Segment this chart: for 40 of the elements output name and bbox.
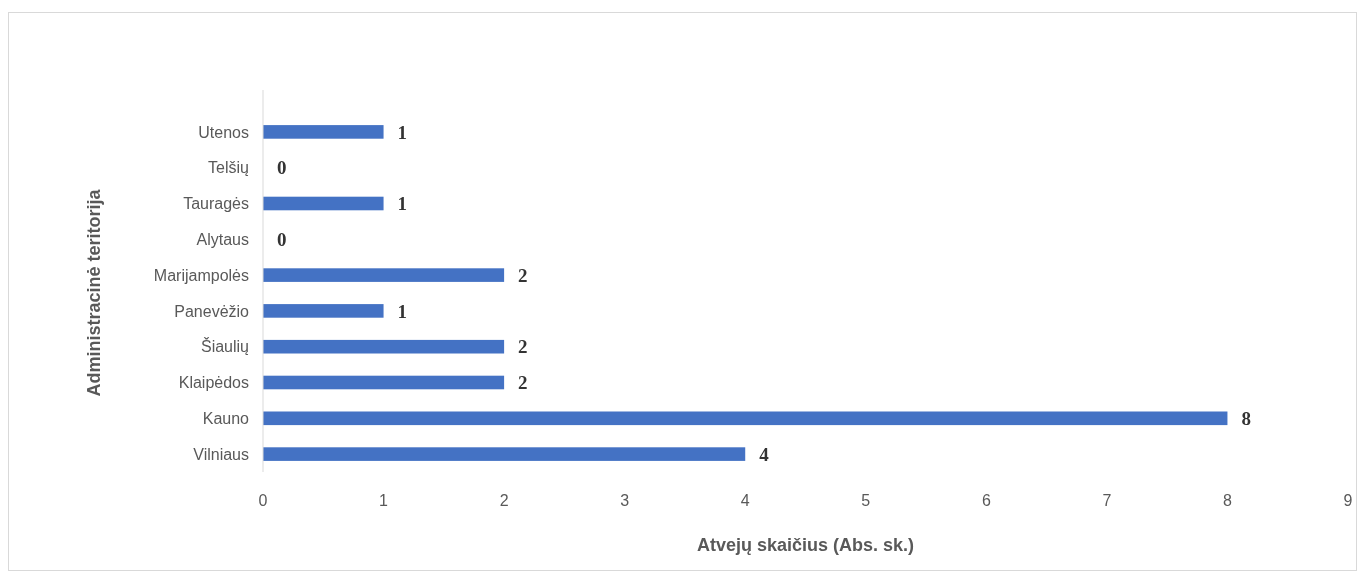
data-label: 1 xyxy=(397,193,408,215)
data-label: 0 xyxy=(277,157,287,179)
x-tick-label: 2 xyxy=(499,492,509,509)
data-label: 1 xyxy=(397,121,408,143)
bar xyxy=(263,447,746,461)
data-label: 2 xyxy=(518,264,528,286)
y-tick-label: Alytaus xyxy=(196,230,249,248)
data-label: 2 xyxy=(518,336,528,358)
bar xyxy=(263,304,384,318)
bar xyxy=(263,339,505,354)
bar xyxy=(263,411,1228,426)
x-tick-label: 0 xyxy=(258,492,268,509)
x-tick-label: 8 xyxy=(1222,492,1232,509)
x-tick-label: 3 xyxy=(620,492,630,509)
y-tick-label: Tauragės xyxy=(183,195,249,213)
x-tick-label: 7 xyxy=(1102,492,1112,509)
y-tick-label: Panevėžio xyxy=(174,302,250,320)
data-label: 8 xyxy=(1241,407,1251,429)
x-tick-label: 1 xyxy=(379,492,389,509)
data-label: 0 xyxy=(277,228,287,250)
y-tick-label: Šiaulių xyxy=(200,337,250,356)
x-axis-title: Atvejų skaičius (Abs. sk.) xyxy=(696,535,915,555)
y-tick-label: Vilniaus xyxy=(193,445,249,463)
x-tick-label: 9 xyxy=(1343,492,1353,509)
y-tick-label: Telšių xyxy=(208,159,250,177)
y-axis-title: Administracinė teritorija xyxy=(84,188,104,397)
x-tick-label: 6 xyxy=(981,492,991,509)
y-tick-label: Utenos xyxy=(198,123,249,141)
y-tick-label: Klaipėdos xyxy=(178,374,249,392)
data-label: 1 xyxy=(397,300,408,322)
x-tick-label: 4 xyxy=(740,492,750,509)
bar xyxy=(263,125,384,139)
x-tick-label: 5 xyxy=(861,492,871,509)
data-label: 2 xyxy=(518,372,528,394)
bar xyxy=(263,268,505,282)
bar xyxy=(263,196,384,211)
data-label: 4 xyxy=(759,443,770,465)
y-tick-label: Kauno xyxy=(202,409,250,427)
bar xyxy=(263,375,505,390)
y-tick-label: Marijampolės xyxy=(153,266,249,284)
